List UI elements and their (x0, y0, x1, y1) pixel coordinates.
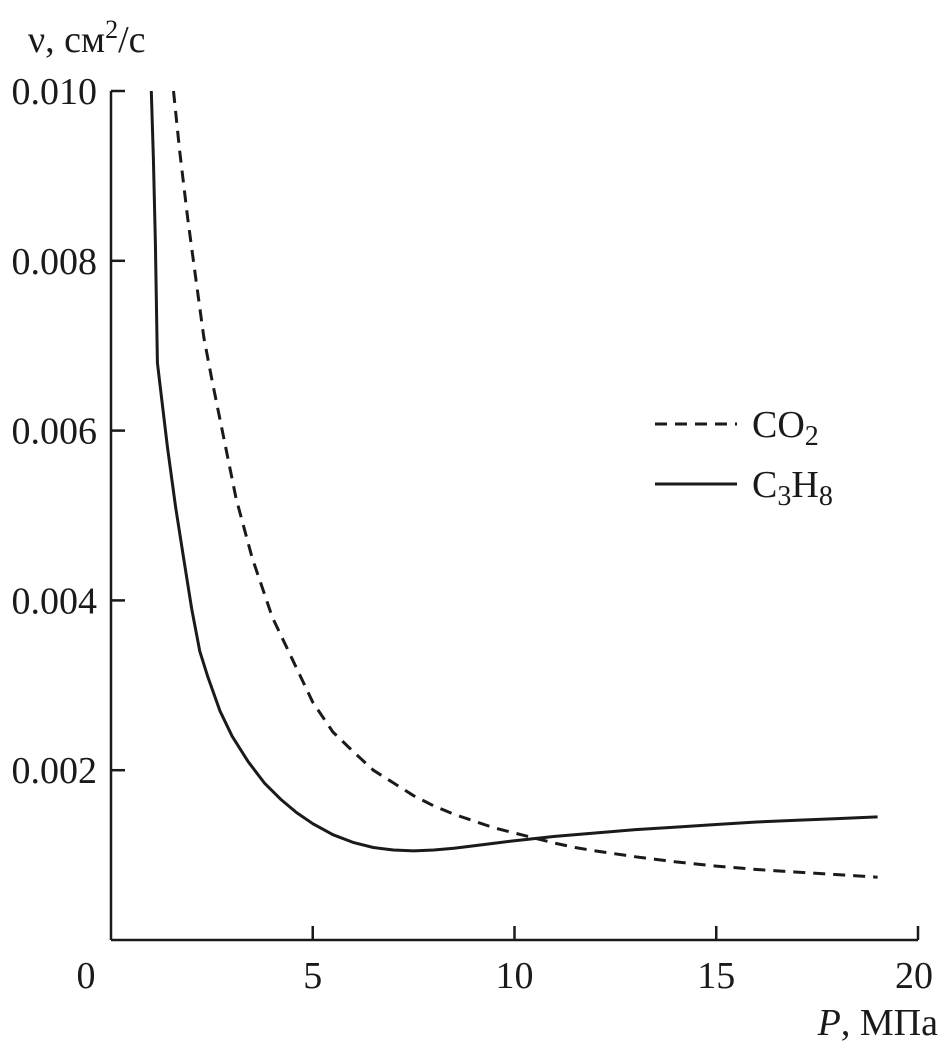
x-tick-label: 5 (303, 955, 322, 997)
legend-label-c3h8: C3H8 (752, 464, 833, 512)
y-tick-label: 0.006 (12, 411, 98, 453)
x-tick-label: 15 (697, 955, 735, 997)
legend-label-co2: CO2 (752, 404, 819, 452)
legend: CO2 C3H8 (655, 404, 833, 512)
x-axis-title-symbol: P (817, 1002, 841, 1044)
y-axis-title-sup: 2 (105, 15, 118, 44)
y-tick-label: 0.010 (12, 71, 98, 113)
y-axis-title: ν, см2/с (28, 15, 146, 61)
legend-label-co2-sub: 2 (805, 421, 819, 452)
legend-label-c3h8-base2: H (791, 464, 818, 506)
y-axis-title-suffix: /с (118, 19, 145, 61)
series-line-co2 (172, 90, 878, 879)
x-ticks: 0 5 10 15 20 (77, 926, 933, 997)
series-line-c3h8 (149, 90, 878, 853)
y-tick-label: 0.008 (12, 241, 98, 283)
y-tick-label: 0.004 (12, 580, 98, 622)
x-axis-title-unit: , МПа (841, 1002, 938, 1044)
x-axis-title: P, МПа (817, 1002, 938, 1044)
y-tick-label: 0.002 (12, 750, 98, 792)
y-axis-title-prefix: ν, см (28, 19, 105, 61)
x-tick-label: 20 (895, 955, 933, 997)
y-ticks: 0.002 0.004 0.006 0.008 0.010 (12, 71, 125, 792)
legend-label-c3h8-base: C (752, 464, 777, 506)
x-tick-label: 0 (77, 955, 96, 997)
x-tick-label: 10 (496, 955, 534, 997)
legend-label-c3h8-sub2: 8 (819, 481, 833, 512)
legend-label-c3h8-sub: 3 (777, 481, 791, 512)
series-layer (149, 90, 878, 879)
legend-label-co2-base: CO (752, 404, 805, 446)
